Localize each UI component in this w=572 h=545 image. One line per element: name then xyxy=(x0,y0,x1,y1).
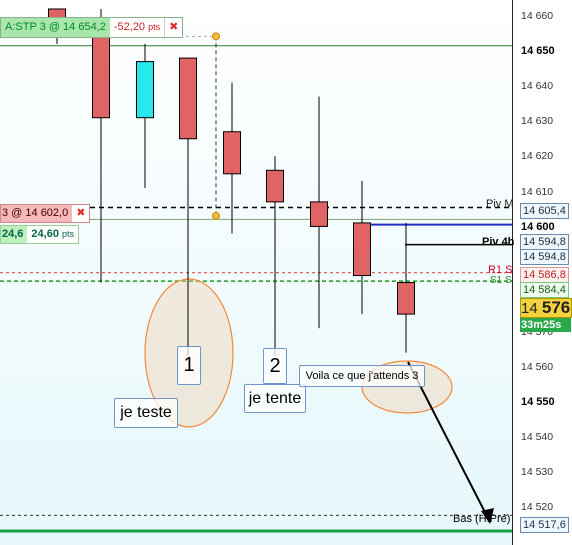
candle-body xyxy=(310,201,328,227)
candle-body xyxy=(397,282,415,315)
close-position-icon[interactable]: ✖ xyxy=(72,205,90,222)
price-tick-label: 14 530 xyxy=(521,466,554,479)
position-pnl-left: 24,6 xyxy=(1,226,28,243)
position-pnl-value: 24,60 xyxy=(31,228,59,240)
r1s-label: R1 S xyxy=(488,264,513,276)
annotation-voila[interactable]: Voila ce que j'attends 3 xyxy=(299,365,425,387)
stop-order-pnl: -52,20 pts xyxy=(109,18,165,37)
candle-body xyxy=(266,169,284,203)
price-tick-label: 14 610 xyxy=(521,185,554,198)
price-tick-label: 14 520 xyxy=(521,501,554,514)
annotation-1[interactable]: 1 xyxy=(177,346,201,385)
bas-price-tag: 14 517,6 xyxy=(520,517,569,533)
candle-body xyxy=(179,57,197,140)
position-pnl-right: 24,60 pts xyxy=(27,226,79,243)
position-pnl-unit: pts xyxy=(62,229,75,239)
price-tick-label: 14 650 xyxy=(521,45,555,58)
price-tick-label: 14 560 xyxy=(521,361,554,373)
piv-m-price-tag: 14 605,4 xyxy=(520,203,569,219)
price-tick-label: 14 600 xyxy=(521,220,555,233)
price-tick-label: 14 630 xyxy=(521,115,554,128)
position-pnl-box: 24,6 24,60 pts xyxy=(0,225,80,244)
level-price-tag: 14 594,8 xyxy=(520,249,569,265)
annotation-je-tente[interactable]: je tente xyxy=(244,384,306,413)
r1s-price-tag: 14 586,8 xyxy=(520,267,569,283)
price-tick-label: 14 620 xyxy=(521,150,554,163)
position-order-box[interactable]: 3 @ 14 602,0 ✖ xyxy=(0,204,91,223)
current-price-badge: 14 576 xyxy=(520,298,572,318)
annotation-je-teste[interactable]: je teste xyxy=(114,398,178,428)
stop-order-label[interactable]: A:STP 3 @ 14 654,2 xyxy=(1,18,110,37)
annotation-2[interactable]: 2 xyxy=(263,348,287,384)
price-tick-label: 14 640 xyxy=(521,80,554,93)
price-tick-label: 14 540 xyxy=(521,431,554,444)
bas-label: Bas (H.Pré) xyxy=(453,513,511,525)
close-stop-order-icon[interactable]: ✖ xyxy=(164,18,183,37)
order-handle-top xyxy=(212,32,220,41)
target-arrow-head xyxy=(481,508,494,524)
order-handle-bottom xyxy=(212,211,220,220)
s1s-label: S1 S xyxy=(490,275,512,286)
current-price-value: 576 xyxy=(541,298,571,317)
stop-order-pnl-unit: pts xyxy=(148,22,161,32)
piv4h-price-tag: 14 594,8 xyxy=(520,234,569,250)
stop-order-box[interactable]: A:STP 3 @ 14 654,2 -52,20 pts ✖ xyxy=(0,17,184,38)
price-tick-label: 14 660 xyxy=(521,10,554,22)
candle-timer-badge: 33m25s xyxy=(520,318,571,332)
candle-body xyxy=(136,61,154,119)
piv4h-label: Piv 4h xyxy=(482,236,515,248)
candle-body xyxy=(223,131,241,175)
candle-body xyxy=(353,222,371,277)
candle-body xyxy=(92,36,110,119)
stop-order-pnl-value: -52,20 xyxy=(113,21,146,33)
position-order-label[interactable]: 3 @ 14 602,0 xyxy=(1,205,73,222)
current-price-prefix: 14 xyxy=(521,300,538,317)
piv-m-label: Piv M xyxy=(486,198,514,210)
target-arrow-line xyxy=(407,361,491,523)
s1-price-tag: 14 584,4 xyxy=(520,282,569,298)
price-tick-label: 14 550 xyxy=(521,396,555,409)
